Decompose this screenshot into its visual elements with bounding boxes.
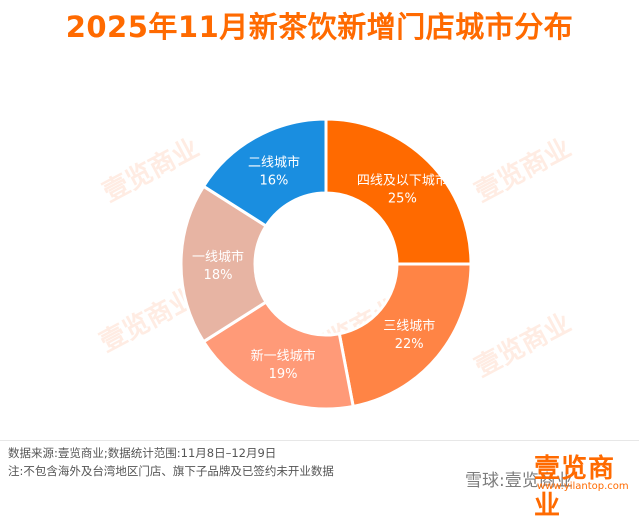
xueqiu-watermark: 雪球:壹览商业 — [465, 471, 573, 491]
footer-divider — [0, 440, 639, 441]
slice-label: 二线城市 — [248, 154, 300, 170]
slice-value-label: 22% — [395, 337, 424, 352]
slice-label: 三线城市 — [383, 318, 435, 334]
footnote: 注:不包含海外及台湾地区门店、旗下子品牌及已签约未开业数据 — [8, 464, 334, 478]
donut-slice — [337, 262, 473, 409]
slice-label: 一线城市 — [192, 249, 244, 265]
chart-title: 2025年11月新茶饮新增门店城市分布 — [65, 10, 574, 44]
donut-slice — [324, 117, 473, 266]
slice-value-label: 25% — [388, 192, 417, 207]
donut-slice — [201, 117, 328, 229]
slice-label: 新一线城市 — [251, 348, 316, 364]
brand-url: www.yilantop.com — [537, 481, 629, 492]
slice-value-label: 18% — [204, 268, 233, 283]
slice-label: 四线及以下城市 — [357, 173, 448, 189]
donut-slice — [201, 299, 355, 411]
slice-value-label: 19% — [269, 367, 298, 382]
donut-slice — [179, 184, 269, 344]
source-note: 数据来源:壹览商业;数据统计范围:11月8日–12月9日 — [8, 446, 277, 460]
donut-chart: 四线及以下城市 25% 三线城市 22% 新一线城市 19% 一线城市 18% 二线城市 16% — [179, 117, 473, 411]
slice-value-label: 16% — [260, 173, 289, 188]
